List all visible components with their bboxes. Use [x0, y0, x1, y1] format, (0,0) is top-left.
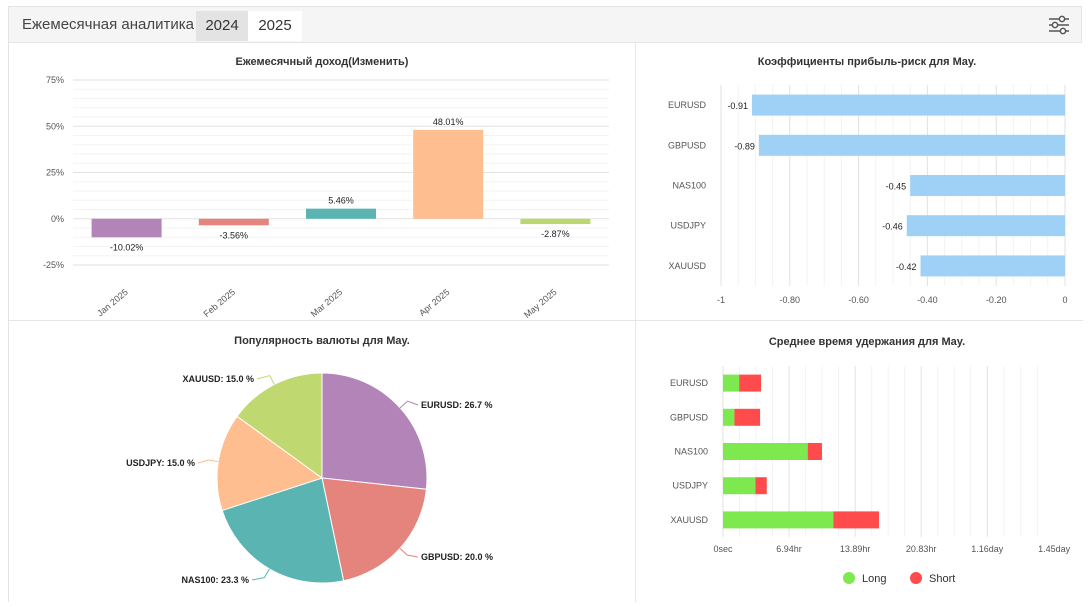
y-tick-label: 50%	[46, 121, 64, 131]
leader-line	[197, 459, 219, 464]
monthly-return-panel: Ежемесячный доход(Изменить) 75% 50% 25% 0% -2…	[9, 43, 635, 320]
chart-title: Коэффициенты прибыль-риск для May.	[758, 56, 976, 68]
y-tick-label: -25%	[43, 260, 64, 270]
y-tick-label: 0%	[51, 214, 64, 224]
leader-line	[256, 374, 275, 385]
y-tick-label: GBPUSD	[668, 140, 707, 150]
currency-popularity-chart: Популярность валюты для May. EURUSD: 26.7…	[126, 335, 493, 585]
chart-title: Среднее время удержания для May.	[769, 336, 965, 348]
legend-marker-long	[843, 572, 855, 584]
x-tick-label: -0.60	[848, 295, 869, 305]
legend-marker-short	[910, 572, 922, 584]
data-label: -10.02%	[110, 242, 144, 252]
tab-2025[interactable]: 2025	[248, 11, 302, 41]
x-tick-label: 13.89hr	[840, 544, 871, 554]
bar-nas100-short	[807, 443, 822, 460]
data-label: -0.46	[882, 222, 903, 232]
y-tick-label: GBPUSD	[670, 412, 709, 422]
currency-popularity-panel: Популярность валюты для May. EURUSD: 26.7…	[9, 321, 635, 602]
y-tick-label: NAS100	[674, 447, 708, 457]
chart-title: Ежемесячный доход(Изменить)	[236, 56, 409, 68]
bar-xauusd	[920, 255, 1065, 277]
data-label: -0.91	[727, 101, 748, 111]
y-tick-label: NAS100	[672, 181, 706, 191]
x-tick-label: -0.20	[986, 295, 1007, 305]
chart-title: Популярность валюты для May.	[234, 335, 410, 347]
x-tick-label: Mar 2025	[309, 287, 345, 319]
leader-line	[399, 400, 419, 409]
bar-usdjpy	[906, 215, 1065, 237]
x-tick-label: -0.80	[780, 295, 801, 305]
data-label: -0.42	[896, 262, 917, 272]
bar-usdjpy-long	[723, 477, 756, 495]
header-bar: Ежемесячная аналитика 2024 2025	[9, 7, 1081, 43]
bar-apr-2025	[413, 129, 484, 219]
x-tick-label: Jan 2025	[95, 287, 130, 318]
pie-slice-nas100	[221, 477, 345, 584]
bar-eurusd	[751, 94, 1065, 116]
leader-line	[251, 568, 270, 581]
holding-time-chart: Среднее время удержания для May. 0sec 6.94…	[670, 336, 1071, 585]
y-tick-label: EURUSD	[668, 100, 707, 110]
bar-gbpusd	[758, 134, 1065, 156]
slice-label: USDJPY: 15.0 %	[126, 458, 195, 468]
slice-label: XAUUSD: 15.0 %	[182, 374, 254, 384]
holding-time-panel: Среднее время удержания для May. 0sec 6.94…	[636, 321, 1083, 602]
x-tick-label: Apr 2025	[417, 287, 451, 318]
data-label: -0.45	[886, 182, 907, 192]
y-tick-label: USDJPY	[670, 221, 706, 231]
x-tick-label: 1.45day	[1038, 544, 1071, 554]
pie-slice-eurusd	[321, 372, 428, 490]
leader-line	[399, 548, 419, 558]
x-tick-label: -0.40	[917, 295, 938, 305]
data-label: -0.89	[734, 141, 755, 151]
x-tick-label: 0sec	[713, 544, 733, 554]
analytics-widget: Ежемесячная аналитика 2024 2025 Ежемесяч…	[8, 6, 1083, 602]
bar-mar-2025	[306, 208, 376, 219]
data-label: -2.87%	[541, 229, 570, 239]
bar-eurusd-long	[723, 374, 740, 392]
panel-divider-vertical	[635, 42, 636, 602]
bar-gbpusd-long	[723, 408, 735, 426]
data-label: -3.56%	[220, 230, 249, 240]
bar-gbpusd-short	[734, 408, 761, 426]
slice-label: EURUSD: 26.7 %	[421, 400, 493, 410]
y-tick-label: USDJPY	[672, 481, 708, 491]
x-tick-label: Feb 2025	[202, 287, 238, 319]
x-tick-label: 0	[1062, 295, 1067, 305]
bar-nas100	[910, 175, 1065, 196]
x-tick-label: 1.16day	[971, 544, 1004, 554]
bar-xauusd-short	[833, 511, 880, 529]
x-tick-label: -1	[717, 295, 725, 305]
legend-label: Long	[862, 573, 886, 585]
x-tick-label: 6.94hr	[776, 544, 802, 554]
bar-nas100-long	[723, 443, 808, 460]
bar-xauusd-long	[723, 511, 834, 529]
y-tick-label: 25%	[46, 168, 64, 178]
bar-feb-2025	[198, 218, 269, 226]
y-tick-label: XAUUSD	[668, 261, 706, 271]
tab-2024[interactable]: 2024	[196, 11, 248, 41]
bar-usdjpy-short	[755, 477, 767, 495]
profit-risk-panel: Коэффициенты прибыль-риск для May. -1 -0.8…	[636, 43, 1083, 320]
sliders-icon[interactable]	[1047, 14, 1071, 36]
slice-label: NAS100: 23.3 %	[181, 575, 249, 585]
y-tick-label: 75%	[46, 75, 64, 85]
x-tick-label: 20.83hr	[906, 544, 937, 554]
page-title: Ежемесячная аналитика	[22, 16, 194, 33]
bar-jan-2025	[91, 218, 162, 238]
y-tick-label: XAUUSD	[670, 515, 708, 525]
data-label: 48.01%	[433, 117, 464, 127]
panel-divider-horizontal	[9, 320, 1083, 321]
data-label: 5.46%	[328, 196, 354, 206]
profit-risk-chart: Коэффициенты прибыль-риск для May. -1 -0.8…	[668, 56, 1068, 305]
bar-eurusd-short	[739, 374, 762, 392]
monthly-return-chart: Ежемесячный доход(Изменить) 75% 50% 25% 0% -2…	[43, 56, 609, 320]
legend-label: Short	[929, 573, 955, 585]
bar-may-2025	[520, 218, 591, 225]
x-tick-label: May 2025	[522, 287, 559, 320]
slice-label: GBPUSD: 20.0 %	[421, 552, 493, 562]
y-tick-label: EURUSD	[670, 378, 709, 388]
